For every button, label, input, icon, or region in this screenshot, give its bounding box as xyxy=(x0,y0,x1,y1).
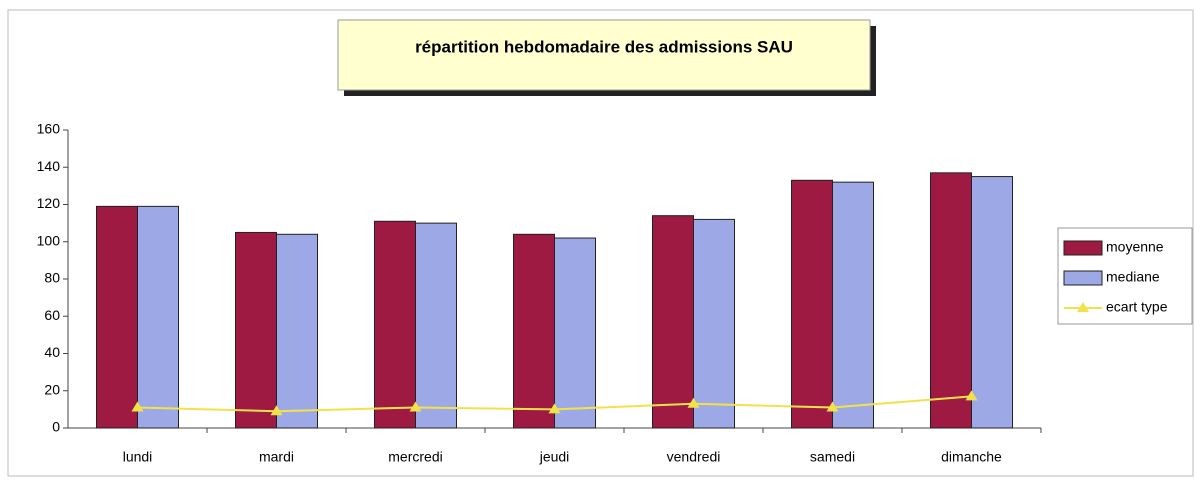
x-tick-label: lundi xyxy=(123,449,153,465)
legend-swatch xyxy=(1063,270,1103,286)
bar xyxy=(137,205,179,429)
bar xyxy=(693,218,735,429)
legend-label: mediane xyxy=(1106,269,1160,285)
bar xyxy=(652,215,694,429)
bar xyxy=(930,172,972,429)
marker xyxy=(409,401,422,412)
x-tick-label: dimanche xyxy=(941,449,1002,465)
chart-title: répartition hebdomadaire des admissions … xyxy=(415,37,793,56)
y-tick-label: 140 xyxy=(37,158,61,174)
y-tick-label: 100 xyxy=(37,232,61,248)
x-tick-label: samedi xyxy=(810,449,855,465)
marker xyxy=(548,403,561,414)
marker xyxy=(965,390,978,401)
bar xyxy=(276,233,318,429)
x-tick-label: mercredi xyxy=(388,449,442,465)
bar xyxy=(513,233,555,429)
title-box xyxy=(337,19,871,91)
bar xyxy=(832,181,874,429)
bar xyxy=(415,222,457,429)
y-tick-label: 160 xyxy=(37,121,61,137)
legend-marker xyxy=(1077,302,1089,312)
legend-label: moyenne xyxy=(1106,239,1164,255)
y-tick-label: 120 xyxy=(37,195,61,211)
bar xyxy=(791,179,833,429)
marker xyxy=(270,405,283,416)
marker xyxy=(687,397,700,408)
y-tick-label: 60 xyxy=(44,307,60,323)
marker xyxy=(131,401,144,412)
x-tick-label: mardi xyxy=(259,449,294,465)
bar xyxy=(96,205,138,429)
legend-label: ecart type xyxy=(1106,299,1168,315)
bar xyxy=(235,231,277,429)
bar xyxy=(971,176,1013,429)
bar xyxy=(554,237,596,429)
bar xyxy=(374,220,416,429)
legend-swatch xyxy=(1063,240,1103,256)
y-tick-label: 40 xyxy=(44,344,60,360)
marker xyxy=(826,401,839,412)
y-tick-label: 20 xyxy=(44,381,60,397)
y-tick-label: 80 xyxy=(44,270,60,286)
x-tick-label: vendredi xyxy=(667,449,721,465)
x-tick-label: jeudi xyxy=(539,449,570,465)
y-tick-label: 0 xyxy=(52,419,60,435)
